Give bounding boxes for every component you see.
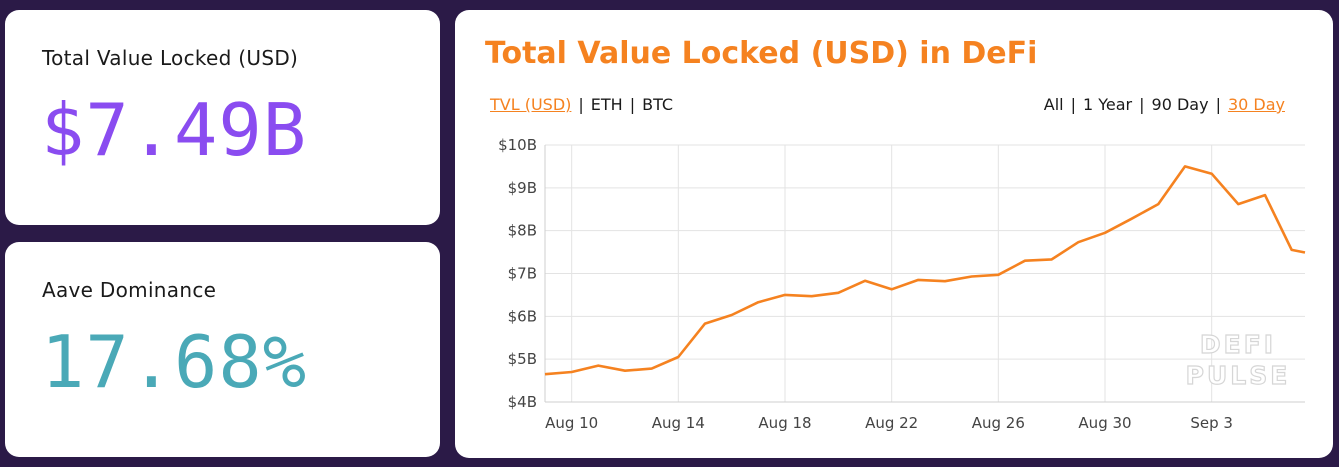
- tvl-label: Total Value Locked (USD): [42, 46, 299, 70]
- dominance-card: Aave Dominance 17.68%: [5, 242, 440, 457]
- range-option-1-year[interactable]: 1 Year: [1082, 95, 1133, 114]
- chart-title: Total Value Locked (USD) in DeFi: [485, 36, 1038, 71]
- range-toggle: All | 1 Year | 90 Day | 30 Day: [1044, 95, 1285, 114]
- watermark-text: PULSE: [1186, 361, 1291, 390]
- currency-option-btc[interactable]: BTC: [642, 95, 674, 114]
- y-tick-label: $8B: [508, 222, 537, 240]
- tvl-card: Total Value Locked (USD) $7.49B: [5, 10, 440, 225]
- range-option-90-day[interactable]: 90 Day: [1151, 95, 1209, 114]
- y-tick-label: $5B: [508, 350, 537, 368]
- toggle-separator: |: [629, 95, 636, 114]
- x-tick-label: Sep 3: [1190, 414, 1233, 432]
- y-tick-label: $4B: [508, 393, 537, 411]
- toggle-separator: |: [1139, 95, 1145, 114]
- y-tick-label: $9B: [508, 179, 537, 197]
- dominance-value: 17.68%: [41, 320, 308, 404]
- dominance-label: Aave Dominance: [42, 278, 217, 302]
- tvl-series-line: [544, 165, 1306, 376]
- currency-option-eth[interactable]: ETH: [590, 95, 623, 114]
- toggle-separator: |: [1070, 95, 1076, 114]
- currency-option-tvl-usd[interactable]: TVL (USD): [490, 95, 572, 114]
- tvl-value: $7.49B: [41, 88, 308, 172]
- tvl-chart-card: Total Value Locked (USD) in DeFi TVL (US…: [455, 10, 1333, 458]
- toggle-separator: |: [578, 95, 584, 114]
- x-tick-label: Aug 14: [652, 414, 705, 432]
- x-tick-label: Aug 10: [545, 414, 598, 432]
- y-tick-label: $7B: [508, 265, 537, 283]
- tvl-line-chart: $4B $5B $6B $7B $8B $9B $10B Aug 10 Aug 14 Aug 18…: [498, 136, 1306, 432]
- watermark-text: DEFI: [1200, 330, 1276, 359]
- range-option-30-day[interactable]: 30 Day: [1227, 95, 1285, 114]
- x-tick-label: Aug 26: [972, 414, 1025, 432]
- toggle-separator: |: [1215, 95, 1221, 114]
- currency-toggle: TVL (USD) | ETH | BTC: [490, 95, 673, 114]
- x-tick-label: Aug 30: [1078, 414, 1131, 432]
- y-tick-label: $6B: [508, 307, 537, 325]
- x-tick-label: Aug 22: [865, 414, 918, 432]
- x-tick-label: Aug 18: [758, 414, 811, 432]
- y-tick-label: $10B: [498, 136, 537, 154]
- range-option-all[interactable]: All: [1043, 95, 1064, 114]
